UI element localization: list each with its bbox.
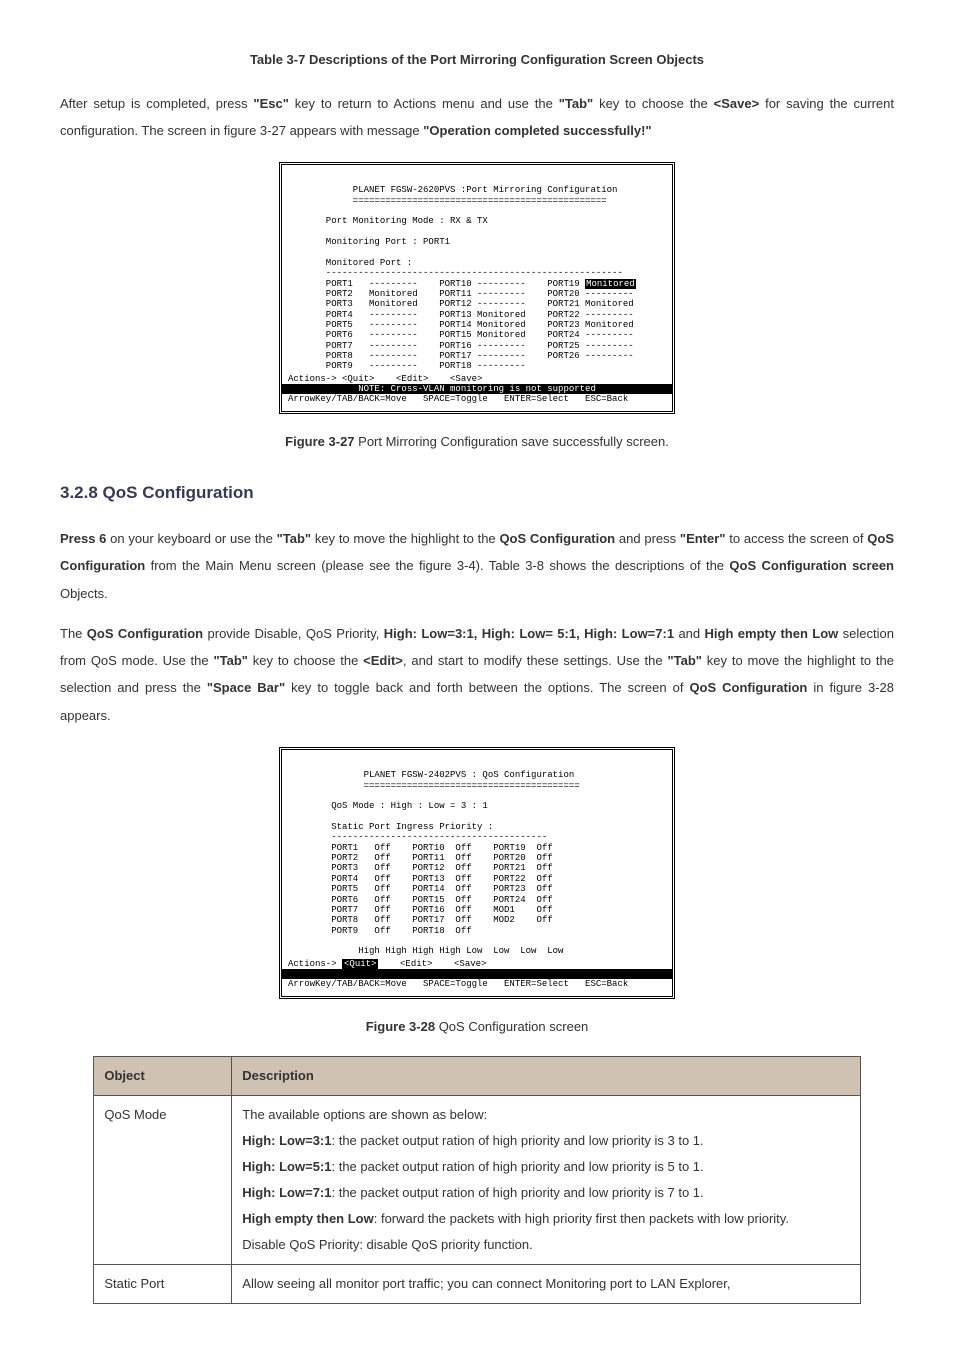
terminal-qos-config: PLANET FGSW-2402PVS : QoS Configuration … xyxy=(279,747,675,999)
term2-help-bar: ArrowKey/TAB/BACK=Move SPACE=Toggle ENTE… xyxy=(282,979,672,995)
term1-monitoring-port: Monitoring Port : PORT1 xyxy=(288,237,450,247)
term2-qos-mode: QoS Mode : High : Low = 3 : 1 xyxy=(288,801,488,811)
table-row: QoS Mode The available options are shown… xyxy=(94,1096,860,1265)
table-row: Static Port Allow seeing all monitor por… xyxy=(94,1265,860,1304)
term2-priority-row: High High High High Low Low Low Low xyxy=(288,946,563,956)
paragraph-after-setup: After setup is completed, press "Esc" ke… xyxy=(60,90,894,145)
col-object: Object xyxy=(94,1057,232,1096)
term1-highlight: Monitored xyxy=(585,279,636,289)
term1-actions: Actions-> <Quit> <Edit> <Save> xyxy=(282,374,672,384)
term2-ingress-hdr: Static Port Ingress Priority : xyxy=(288,822,493,832)
paragraph-press6: Press 6 on your keyboard or use the "Tab… xyxy=(60,525,894,607)
heading-3-2-8: 3.2.8 QoS Configuration xyxy=(60,481,894,505)
term1-mode: Port Monitoring Mode : RX & TX xyxy=(288,216,488,226)
term1-note-bar: NOTE: Cross-VLAN monitoring is not suppo… xyxy=(282,384,672,394)
terminal-port-mirroring: PLANET FGSW-2620PVS :Port Mirroring Conf… xyxy=(279,162,675,414)
table-3-7-caption: Table 3-7 Descriptions of the Port Mirro… xyxy=(60,50,894,70)
term2-actions: Actions-> <Quit> <Edit> <Save> xyxy=(282,959,672,969)
term2-title: PLANET FGSW-2402PVS : QoS Configuration xyxy=(288,770,574,780)
figure-3-28-caption: Figure 3-28 QoS Configuration screen xyxy=(60,1017,894,1037)
cell-static-port: Static Port xyxy=(94,1265,232,1304)
term1-monitored-hdr: Monitored Port : xyxy=(288,258,412,268)
term2-quit-highlight: <Quit> xyxy=(342,959,378,969)
term1-help-bar: ArrowKey/TAB/BACK=Move SPACE=Toggle ENTE… xyxy=(282,394,672,410)
col-description: Description xyxy=(232,1057,860,1096)
cell-qos-mode: QoS Mode xyxy=(94,1096,232,1265)
table-header-row: Object Description xyxy=(94,1057,860,1096)
term1-title: PLANET FGSW-2620PVS :Port Mirroring Conf… xyxy=(288,185,617,195)
qos-description-table: Object Description QoS Mode The availabl… xyxy=(93,1056,860,1304)
cell-static-port-desc: Allow seeing all monitor port traffic; y… xyxy=(232,1265,860,1304)
figure-3-27-caption: Figure 3-27 Port Mirroring Configuration… xyxy=(60,432,894,452)
cell-qos-mode-desc: The available options are shown as below… xyxy=(232,1096,860,1265)
paragraph-qos-provides: The QoS Configuration provide Disable, Q… xyxy=(60,620,894,729)
term2-sep-bar xyxy=(282,969,672,979)
